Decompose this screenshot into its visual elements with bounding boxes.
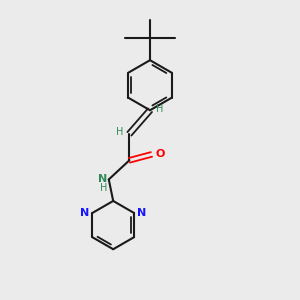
Text: O: O (156, 149, 165, 159)
Text: N: N (80, 208, 89, 218)
Text: H: H (157, 104, 164, 114)
Text: H: H (116, 127, 123, 137)
Text: H: H (100, 183, 107, 193)
Text: N: N (137, 208, 146, 218)
Text: N: N (98, 174, 107, 184)
